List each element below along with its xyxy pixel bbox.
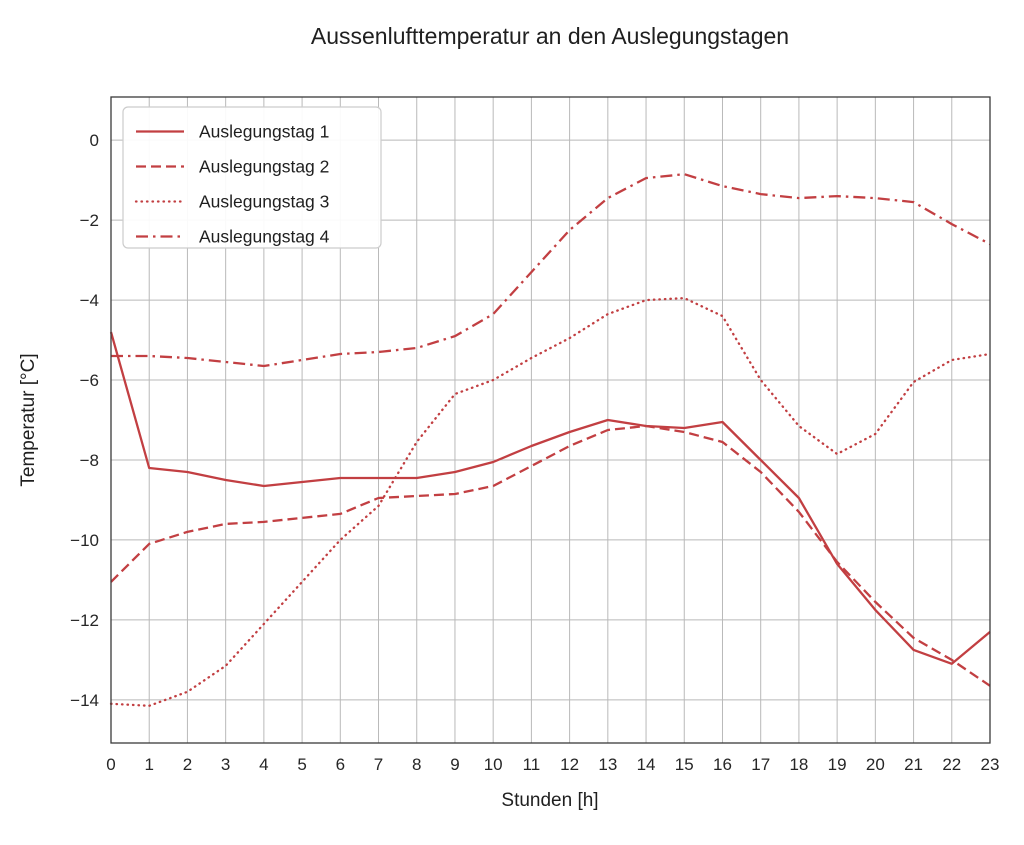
y-tick-labels: 0 −2 −4 −6 −8 −10 −12 −14 [70, 131, 99, 710]
x-tick-label: 7 [374, 755, 383, 774]
legend-item-label: Auslegungstag 3 [199, 192, 329, 212]
x-axis-label: Stunden [h] [501, 790, 598, 811]
x-tick-label: 18 [789, 755, 808, 774]
x-tick-label: 21 [904, 755, 923, 774]
x-tick-label: 20 [866, 755, 885, 774]
legend-item-label: Auslegungstag 1 [199, 122, 329, 142]
y-tick-label: −4 [80, 291, 99, 310]
x-tick-label: 23 [981, 755, 1000, 774]
series-line-auslegungstag-4 [111, 173, 991, 368]
x-tick-label: 13 [598, 755, 617, 774]
series-line-auslegungstag-2 [110, 424, 991, 687]
legend: Auslegungstag 1 Auslegungstag 2 Auslegungs… [122, 106, 382, 249]
y-tick-label: −12 [70, 611, 99, 630]
legend-item-label: Auslegungstag 4 [199, 227, 330, 247]
plot-border [110, 96, 991, 744]
x-tick-label: 4 [259, 755, 268, 774]
x-tick-label: 3 [221, 755, 230, 774]
x-tick-label: 22 [942, 755, 961, 774]
x-tick-label: 14 [637, 755, 656, 774]
series-line-auslegungstag-1 [109, 331, 991, 665]
x-tick-label: 9 [450, 755, 459, 774]
x-tick-label: 16 [713, 755, 732, 774]
series-line-auslegungstag-3 [109, 296, 992, 707]
x-tick-labels: 0 1 2 3 4 5 6 7 8 9 10 11 12 13 14 15 16 17 18 19 20 21 22 23 [106, 755, 999, 774]
x-tick-label: 12 [560, 755, 579, 774]
y-tick-label: −14 [70, 691, 99, 710]
x-tick-label: 6 [336, 755, 345, 774]
x-tick-label: 10 [484, 755, 503, 774]
x-tick-label: 17 [751, 755, 770, 774]
x-tick-label: 1 [144, 755, 153, 774]
plot-frame [110, 96, 991, 744]
y-tick-label: −2 [80, 211, 99, 230]
x-tick-label: 5 [297, 755, 306, 774]
y-axis-label: Temperatur [°C] [18, 353, 39, 486]
y-tick-label: 0 [90, 131, 99, 150]
x-tick-label: 8 [412, 755, 421, 774]
x-tick-label: 19 [828, 755, 847, 774]
x-tick-label: 11 [523, 755, 541, 774]
legend-item-label: Auslegungstag 2 [199, 157, 329, 177]
series-layer [109, 173, 992, 707]
y-tick-label: −10 [70, 531, 99, 550]
x-tick-label: 0 [106, 755, 115, 774]
y-tick-label: −8 [80, 451, 99, 470]
chart-title: Aussenlufttemperatur an den Auslegungsta… [311, 23, 789, 49]
x-tick-label: 15 [675, 755, 694, 774]
x-tick-label: 2 [183, 755, 192, 774]
legend-box [122, 106, 382, 249]
y-tick-label: −6 [80, 371, 99, 390]
